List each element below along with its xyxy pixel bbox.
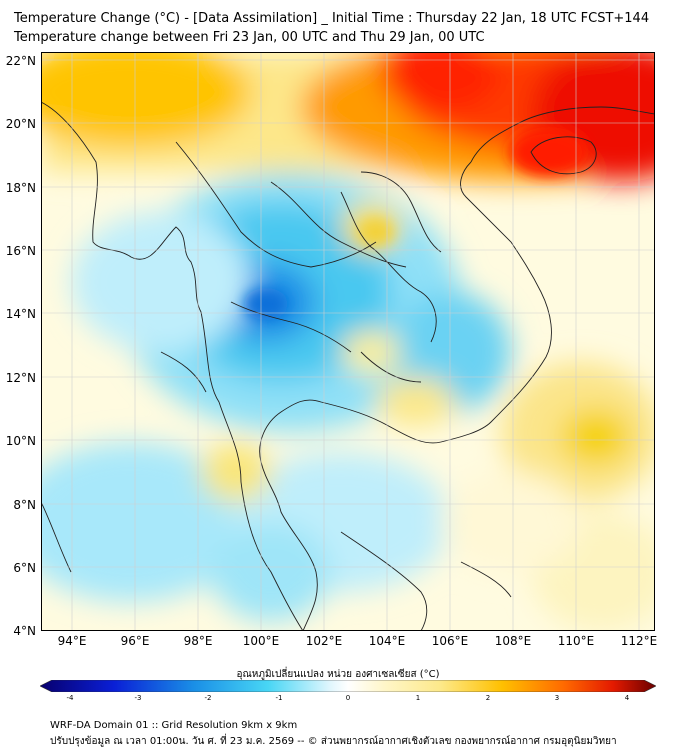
footer-credit: ปรับปรุงข้อมูล ณ เวลา 01:00น. วัน ศ. ที่… [50, 736, 617, 747]
map-border [41, 52, 655, 631]
lon-label: 110°E [557, 634, 595, 648]
lon-label: 106°E [431, 634, 469, 648]
coastlines-and-borders [41, 101, 655, 631]
lon-label: 94°E [57, 634, 87, 648]
lat-label: 14°N [5, 307, 36, 321]
map-title: Temperature Change (°C) - [Data Assimila… [14, 11, 650, 26]
lon-label: 100°E [242, 634, 280, 648]
lat-label: 22°N [5, 54, 36, 68]
lat-label: 20°N [5, 117, 36, 131]
lat-label: 6°N [13, 561, 36, 575]
colorbar-tick: -2 [204, 694, 212, 702]
lat-label: 4°N [13, 624, 36, 638]
temperature-change-map [41, 52, 655, 631]
lat-label: 16°N [5, 244, 36, 258]
colorbar-tick: 2 [485, 694, 491, 702]
colorbar-tick: 3 [554, 694, 560, 702]
lat-label: 8°N [13, 498, 36, 512]
colorbar-tick: -3 [134, 694, 142, 702]
colorbar-tick: 1 [415, 694, 421, 702]
lon-label: 104°E [368, 634, 406, 648]
lon-label: 112°E [620, 634, 658, 648]
colorbar-tick: 0 [345, 694, 351, 702]
lon-label: 98°E [183, 634, 213, 648]
lat-label: 10°N [5, 434, 36, 448]
lon-label: 108°E [494, 634, 532, 648]
footer-model-info: WRF-DA Domain 01 :: Grid Resolution 9km … [50, 720, 298, 731]
map-subtitle: Temperature change between Fri 23 Jan, 0… [14, 30, 485, 45]
colorbar-tick: -4 [66, 694, 74, 702]
lon-label: 96°E [120, 634, 150, 648]
lat-label: 18°N [5, 181, 36, 195]
colorbar [40, 680, 656, 692]
lat-label: 12°N [5, 371, 36, 385]
colorbar-tick: 4 [624, 694, 630, 702]
lon-label: 102°E [305, 634, 343, 648]
graticule [41, 52, 655, 631]
temperature-field [41, 52, 655, 631]
colorbar-title: อุณหภูมิเปลี่ยนแปลง หน่วย องศาเซลเซียส (… [236, 669, 440, 680]
colorbar-tick: -1 [275, 694, 283, 702]
